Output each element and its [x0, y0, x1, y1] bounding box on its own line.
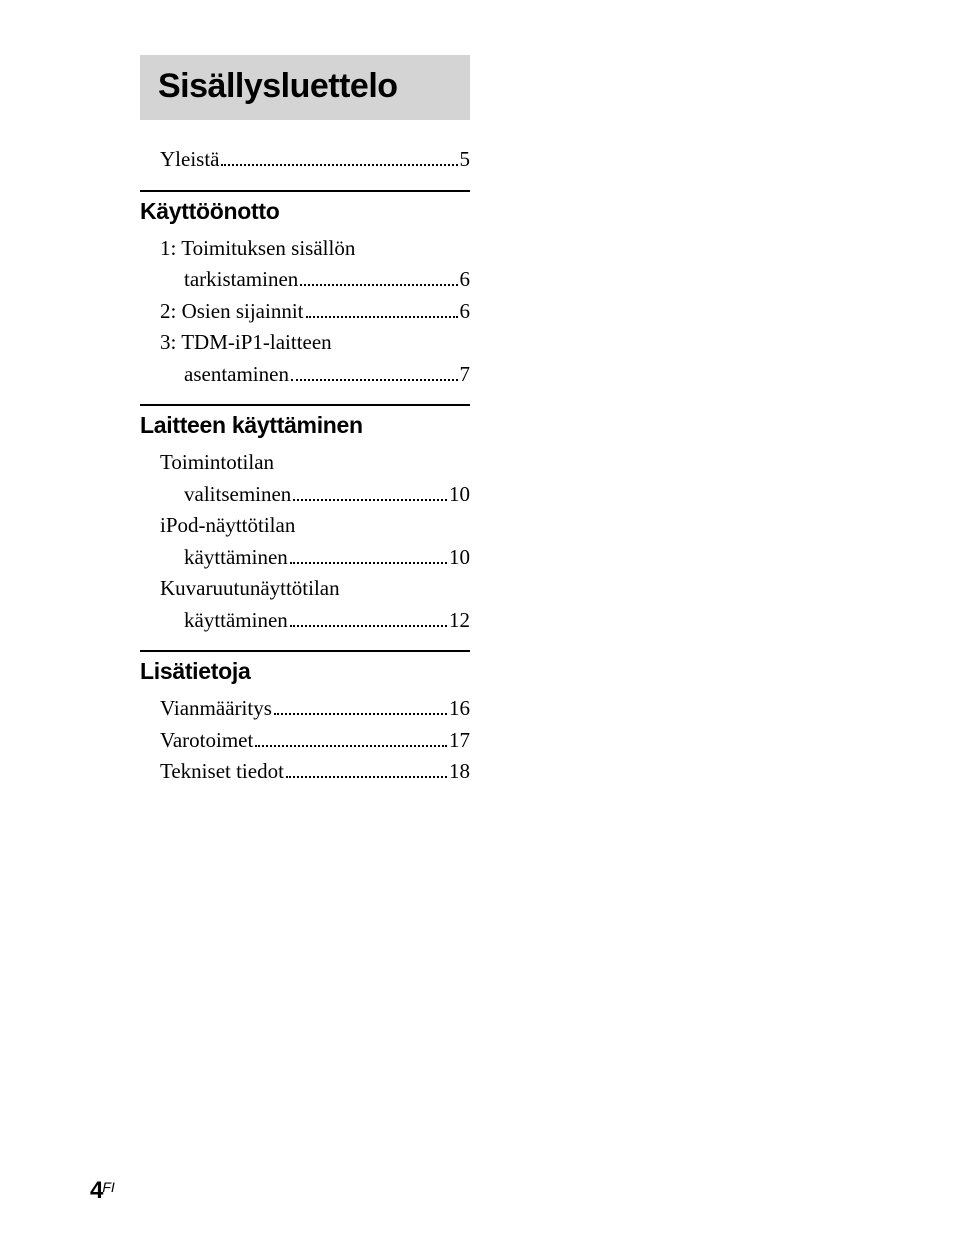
toc-entry: iPod-näyttötilan [140, 510, 470, 542]
toc-entry: Tekniset tiedot 18 [140, 756, 470, 788]
page-title: Sisällysluettelo [158, 67, 452, 106]
section-heading: Laitteen käyttäminen [140, 412, 470, 439]
toc-label: Varotoimet [160, 725, 253, 757]
toc-leader [293, 499, 447, 501]
toc-page-number: 12 [449, 605, 470, 637]
page: Sisällysluettelo Yleistä 5 Käyttöönotto … [0, 0, 954, 1253]
toc-leader [300, 284, 457, 286]
toc-leader [274, 713, 447, 715]
toc-entry: 2: Osien sijainnit 6 [140, 296, 470, 328]
toc-label: Vianmääritys [160, 693, 272, 725]
toc-entry-cont: asentaminen 7 [140, 359, 470, 391]
toc-entry-cont: käyttäminen 10 [140, 542, 470, 574]
toc-entry: Varotoimet 17 [140, 725, 470, 757]
title-box: Sisällysluettelo [140, 55, 470, 120]
toc-entry-cont: käyttäminen 12 [140, 605, 470, 637]
toc-leader [286, 776, 447, 778]
toc-entry: Vianmääritys 16 [140, 693, 470, 725]
toc-label: valitseminen [184, 479, 291, 511]
toc-leader [291, 379, 458, 381]
toc-label: iPod-näyttötilan [160, 510, 295, 542]
toc-page-number: 6 [460, 264, 471, 296]
toc-page-number: 17 [449, 725, 470, 757]
toc-entry: 3: TDM-iP1-laitteen [140, 327, 470, 359]
section-rule [140, 190, 470, 192]
toc-entry: Toimintotilan [140, 447, 470, 479]
toc-label: Tekniset tiedot [160, 756, 284, 788]
toc-label: 2: Osien sijainnit [160, 296, 304, 328]
toc-leader [290, 562, 447, 564]
toc-label: 3: TDM-iP1-laitteen [160, 327, 332, 359]
toc-leader [290, 625, 447, 627]
toc-entry-intro: Yleistä 5 [140, 144, 470, 176]
toc-entry-cont: valitseminen 10 [140, 479, 470, 511]
toc-leader [255, 745, 447, 747]
toc-entry: Kuvaruutunäyttötilan [140, 573, 470, 605]
section-rule [140, 650, 470, 652]
toc-label: Kuvaruutunäyttötilan [160, 573, 340, 605]
toc-page-number: 6 [460, 296, 471, 328]
toc-page-number: 7 [460, 359, 471, 391]
toc-page-number: 18 [449, 756, 470, 788]
toc-label: asentaminen [184, 359, 289, 391]
section-heading: Käyttöönotto [140, 198, 470, 225]
toc-entry-cont: tarkistaminen 6 [140, 264, 470, 296]
toc-label: tarkistaminen [184, 264, 298, 296]
toc-label: Toimintotilan [160, 447, 274, 479]
toc-page-number: 10 [449, 542, 470, 574]
toc-content: Sisällysluettelo Yleistä 5 Käyttöönotto … [140, 55, 470, 788]
toc-label: 1: Toimituksen sisällön [160, 233, 355, 265]
footer-language-code: FI [102, 1179, 114, 1195]
section-rule [140, 404, 470, 406]
toc-page-number: 10 [449, 479, 470, 511]
page-footer: 4FI [90, 1177, 115, 1205]
toc-label: Yleistä [160, 144, 219, 176]
toc-label: käyttäminen [184, 605, 288, 637]
toc-leader [221, 164, 457, 166]
toc-page-number: 16 [449, 693, 470, 725]
toc-leader [306, 316, 458, 318]
toc-label: käyttäminen [184, 542, 288, 574]
section-heading: Lisätietoja [140, 658, 470, 685]
toc-entry: 1: Toimituksen sisällön [140, 233, 470, 265]
toc-page-number: 5 [460, 144, 471, 176]
